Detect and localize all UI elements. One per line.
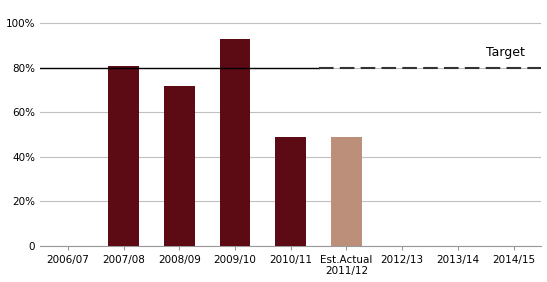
Bar [108,66,139,246]
Bar [275,137,306,246]
Bar [164,86,195,246]
Bar [220,39,251,246]
Bar [331,137,362,246]
Text: Target: Target [486,46,525,59]
